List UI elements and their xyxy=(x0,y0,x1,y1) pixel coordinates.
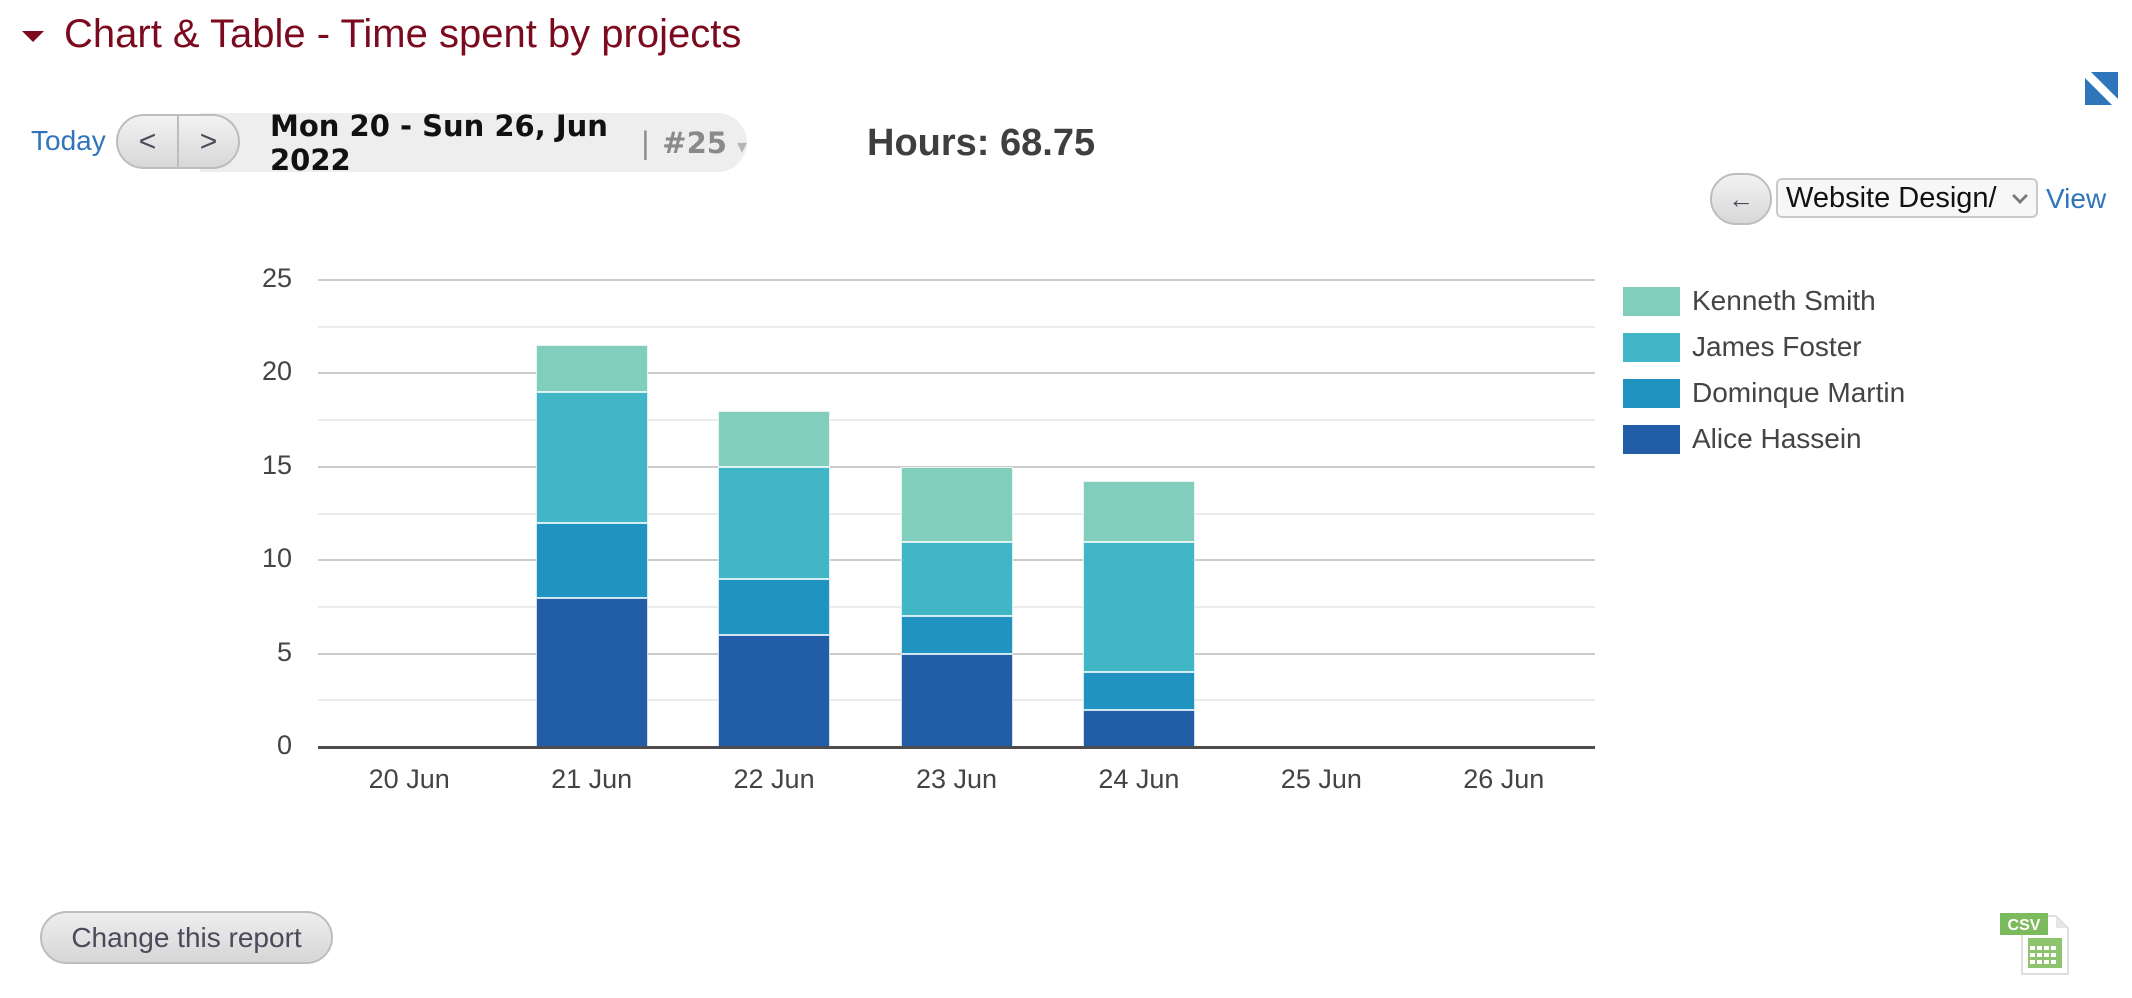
view-link[interactable]: View xyxy=(2046,183,2107,214)
y-tick-label: 25 xyxy=(261,263,292,293)
project-select[interactable]: Website Design/ xyxy=(1776,178,2038,218)
week-nav: < > xyxy=(116,114,240,169)
bar-segment[interactable] xyxy=(900,541,1013,617)
bar-segment[interactable] xyxy=(535,345,648,393)
caret-down-icon: ▾ xyxy=(736,133,747,158)
gridline xyxy=(318,372,1595,375)
bar-segment[interactable] xyxy=(1082,541,1195,673)
legend-label: Alice Hassein xyxy=(1692,423,1862,454)
x-tick-label: 25 Jun xyxy=(1280,764,1362,794)
x-tick-label: 24 Jun xyxy=(1098,764,1180,794)
x-tick-label: 21 Jun xyxy=(551,764,633,794)
bar-segment[interactable] xyxy=(718,634,831,747)
x-tick-label: 26 Jun xyxy=(1463,764,1545,794)
separator: | xyxy=(640,125,651,160)
x-tick-label: 23 Jun xyxy=(915,764,998,794)
legend-item[interactable]: Alice Hassein xyxy=(1623,416,1905,462)
legend-label: Kenneth Smith xyxy=(1692,285,1876,316)
svg-text:CSV: CSV xyxy=(2008,917,2041,934)
prev-week-button[interactable]: < xyxy=(138,124,157,158)
y-tick-label: 10 xyxy=(261,543,292,574)
back-button[interactable]: ← xyxy=(1710,173,1772,225)
legend-swatch xyxy=(1623,378,1680,408)
section-title: Chart & Table - Time spent by projects xyxy=(64,12,742,56)
minor-gridline xyxy=(318,325,1595,328)
bar-segment[interactable] xyxy=(718,410,831,467)
chevron-down-icon xyxy=(2012,188,2028,204)
legend-label: Dominque Martin xyxy=(1692,377,1906,408)
next-week-button[interactable]: > xyxy=(177,116,238,167)
hours-total: Hours: 68.75 xyxy=(867,122,1096,164)
section-header[interactable]: Chart & Table - Time spent by projects xyxy=(22,12,741,57)
week-picker[interactable]: Mon 20 - Sun 26, Jun 2022 | #25 ▾ xyxy=(200,109,747,177)
y-tick-label: 15 xyxy=(261,449,292,480)
chart-legend: Kenneth Smith James Foster Dominque Martin… xyxy=(1623,278,1905,462)
bar-segment[interactable] xyxy=(718,466,831,579)
expand-corner-icon[interactable] xyxy=(2085,72,2118,105)
legend-swatch xyxy=(1623,424,1680,454)
bar-segment[interactable] xyxy=(900,616,1013,654)
x-axis xyxy=(318,746,1595,749)
legend-swatch xyxy=(1623,332,1680,362)
legend-swatch xyxy=(1623,286,1680,316)
legend-item[interactable]: Dominque Martin xyxy=(1623,370,1905,416)
legend-item[interactable]: Kenneth Smith xyxy=(1623,278,1905,324)
project-select-value: Website Design/ xyxy=(1786,181,1997,214)
legend-label: James Foster xyxy=(1692,331,1862,362)
bar-segment[interactable] xyxy=(1082,709,1195,747)
gridline xyxy=(318,279,1595,281)
y-tick-label: 0 xyxy=(276,730,292,760)
bar-segment[interactable] xyxy=(718,578,831,635)
arrow-left-icon: ← xyxy=(1728,183,1754,214)
x-tick-label: 22 Jun xyxy=(733,764,815,794)
csv-export-icon[interactable]: CSV xyxy=(2000,910,2072,978)
bar-segment[interactable] xyxy=(900,653,1013,747)
today-link[interactable]: Today xyxy=(31,125,106,156)
bar-segment[interactable] xyxy=(535,522,648,598)
minor-gridline xyxy=(318,419,1595,422)
bar-segment[interactable] xyxy=(535,597,648,747)
change-report-button[interactable]: Change this report xyxy=(40,911,333,964)
x-tick-label: 20 Jun xyxy=(368,764,450,794)
bar-segment[interactable] xyxy=(900,466,1013,542)
bar-segment[interactable] xyxy=(1082,480,1195,542)
triangle-down-icon[interactable] xyxy=(22,31,44,42)
bar-segment[interactable] xyxy=(535,392,648,523)
date-range: Mon 20 - Sun 26, Jun 2022 xyxy=(270,108,608,177)
bar-segment[interactable] xyxy=(1082,672,1195,710)
y-tick-label: 20 xyxy=(261,356,292,387)
week-number: #25 xyxy=(662,125,727,160)
legend-item[interactable]: James Foster xyxy=(1623,324,1905,370)
y-tick-label: 5 xyxy=(276,636,292,667)
